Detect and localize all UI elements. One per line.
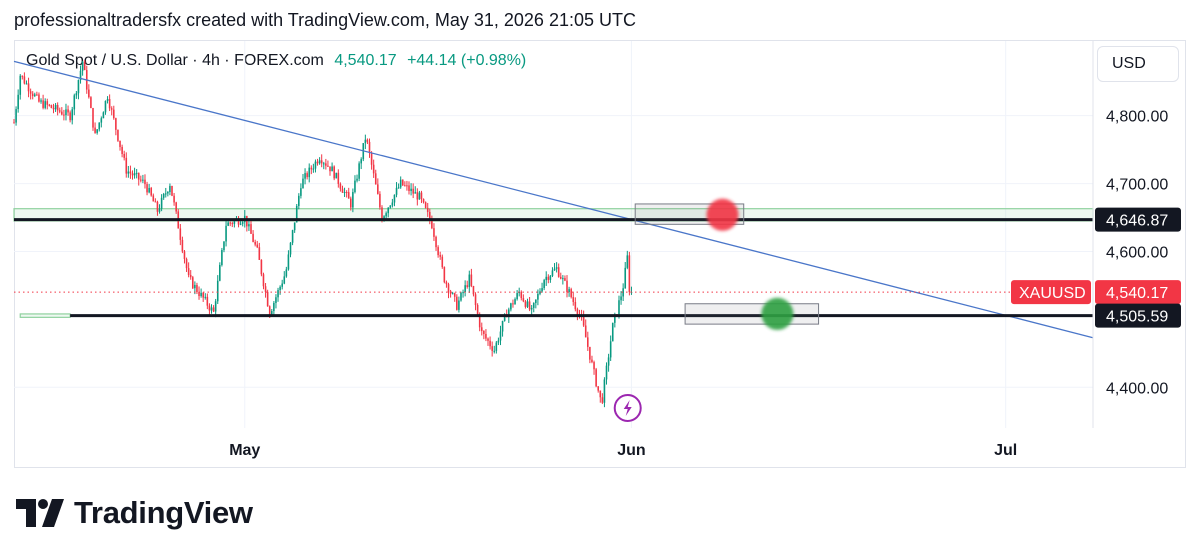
symbol-name: Gold Spot / U.S. Dollar · 4h · FOREX.com <box>26 52 324 69</box>
tradingview-logo-icon <box>16 499 64 527</box>
chart-attribution: professionaltradersfx created with Tradi… <box>14 10 636 30</box>
chart-panel[interactable] <box>14 40 1186 468</box>
symbol-legend: Gold Spot / U.S. Dollar · 4h · FOREX.com… <box>26 52 526 70</box>
currency-button[interactable]: USD <box>1097 46 1179 82</box>
symbol-price: 4,540.17 <box>334 52 397 69</box>
symbol-change: +44.14 (+0.98%) <box>407 52 527 69</box>
tradingview-wordmark: TradingView <box>74 495 253 530</box>
tradingview-brand: TradingView <box>16 495 253 531</box>
